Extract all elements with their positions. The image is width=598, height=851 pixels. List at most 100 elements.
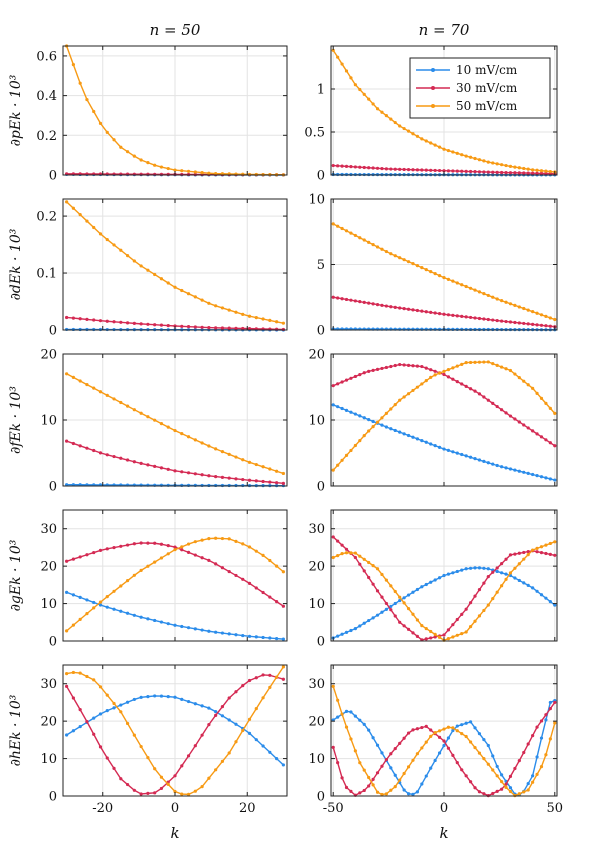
series-point	[180, 764, 184, 768]
series-point	[112, 397, 116, 401]
series-point	[411, 435, 415, 439]
series-point	[153, 618, 157, 623]
series-point	[539, 593, 544, 597]
series-point	[112, 607, 116, 611]
series-point	[78, 555, 82, 559]
series-point	[78, 213, 82, 217]
series-point	[112, 706, 116, 710]
series-point	[349, 628, 353, 633]
series-point	[336, 463, 340, 467]
panel-r4-c1: 0 10 20 30	[40, 509, 288, 650]
series-point	[344, 164, 349, 168]
series-point	[380, 423, 384, 427]
series-point	[406, 307, 411, 311]
series-point	[268, 685, 272, 689]
series-point	[415, 727, 420, 731]
series-point	[139, 322, 143, 326]
series-point	[473, 156, 477, 161]
series-point	[362, 788, 366, 793]
series-point	[112, 454, 116, 459]
series-point	[344, 408, 349, 412]
series-point	[398, 598, 402, 603]
series-point	[398, 362, 402, 367]
series-point	[166, 323, 170, 328]
legend-label: 30 mV/cm	[456, 81, 518, 95]
series-point	[139, 568, 143, 572]
series-point	[437, 729, 442, 733]
series-point	[415, 634, 420, 638]
series-point	[159, 620, 164, 624]
series-point	[146, 695, 150, 699]
series-point	[180, 792, 184, 796]
series-point	[522, 557, 526, 561]
series-point	[261, 553, 265, 557]
series-point	[98, 390, 103, 394]
series-point	[491, 597, 495, 601]
series-point	[393, 589, 397, 594]
series-point	[464, 327, 468, 332]
series-point	[344, 785, 349, 790]
series-point	[186, 699, 191, 704]
series-point	[398, 430, 402, 434]
series-point	[553, 540, 557, 544]
series-point	[367, 775, 371, 780]
series-point	[437, 145, 442, 149]
series-point	[402, 395, 406, 399]
series-point	[247, 478, 252, 482]
series-point	[553, 444, 557, 448]
series-point	[495, 463, 499, 468]
series-point	[146, 541, 150, 545]
series-point	[220, 536, 225, 541]
series-point	[500, 773, 504, 777]
series-point	[424, 740, 428, 744]
series-point	[193, 553, 197, 557]
series-point	[375, 302, 380, 307]
series-point	[375, 420, 380, 424]
series-point	[486, 603, 490, 607]
series-point	[92, 386, 96, 390]
series-point	[420, 746, 424, 750]
series-point	[486, 317, 490, 322]
series-point	[442, 169, 446, 173]
series-point	[398, 595, 402, 599]
series-point	[429, 734, 433, 738]
series-point	[491, 768, 495, 772]
series-point	[207, 171, 211, 175]
series-point	[119, 145, 123, 149]
panel-r3-c1: 0 10 20	[40, 348, 288, 495]
series-point	[531, 733, 535, 738]
series-point	[71, 63, 75, 67]
series-point	[275, 757, 279, 761]
series-point	[105, 453, 109, 457]
series-point	[526, 583, 530, 587]
series-point	[504, 411, 508, 415]
legend-swatch-marker	[431, 86, 435, 90]
series-point	[544, 476, 548, 480]
legend-label: 10 mV/cm	[456, 63, 518, 77]
series-point	[437, 371, 442, 375]
series-point	[98, 600, 103, 604]
series-point	[186, 325, 191, 329]
series-point	[146, 268, 150, 272]
series-point	[367, 575, 371, 580]
series-point	[166, 544, 170, 548]
series-point	[375, 743, 380, 747]
series-point	[340, 543, 344, 547]
series-point	[380, 792, 384, 797]
series-point	[362, 371, 366, 375]
series-point	[336, 553, 340, 558]
series-point	[98, 712, 103, 716]
series-point	[429, 270, 433, 274]
series-point	[105, 547, 109, 551]
series-point	[166, 166, 170, 171]
series-point	[389, 167, 393, 171]
series-point	[125, 579, 130, 583]
series-point	[486, 743, 490, 748]
series-point	[415, 308, 420, 313]
series-point	[553, 603, 557, 607]
series-point	[358, 554, 362, 558]
series-point	[482, 292, 486, 296]
series-point	[402, 601, 406, 605]
series-point	[186, 292, 191, 296]
series-point	[393, 363, 397, 368]
